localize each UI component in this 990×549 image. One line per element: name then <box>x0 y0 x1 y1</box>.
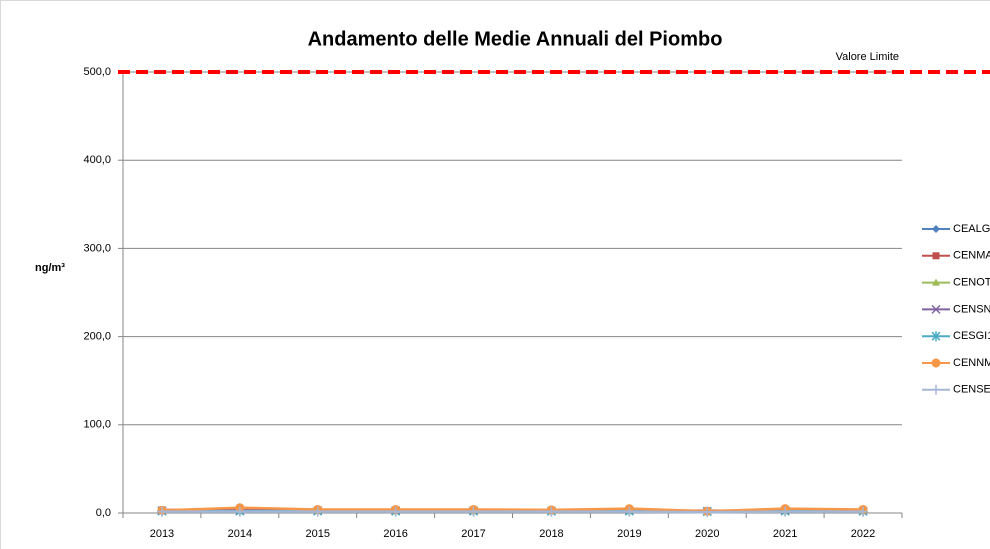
marker <box>702 507 713 518</box>
x-tick-label: 2018 <box>539 528 563 540</box>
y-axis-label: ng/m³ <box>35 262 65 274</box>
marker <box>780 506 791 517</box>
marker <box>234 506 245 517</box>
legend-label: CENMA <box>953 250 990 262</box>
x-tick-label: 2019 <box>617 528 641 540</box>
legend-label: CENSE <box>953 384 990 396</box>
y-tick-label: 300,0 <box>83 242 111 254</box>
x-tick-label: 2021 <box>773 528 797 540</box>
marker <box>931 331 941 342</box>
y-tick-label: 200,0 <box>83 331 111 343</box>
chart-title: Andamento delle Medie Annuali del Piombo <box>308 28 723 50</box>
x-tick-label: 2016 <box>383 528 407 540</box>
marker <box>932 252 940 260</box>
marker <box>312 506 323 517</box>
marker <box>931 384 941 395</box>
legend-label: CESGI1 <box>953 330 990 342</box>
legend-label: CENSN <box>953 303 990 315</box>
marker <box>931 304 941 314</box>
marker <box>156 506 167 517</box>
series <box>156 506 869 518</box>
marker <box>468 506 479 517</box>
y-tick-label: 0,0 <box>96 507 111 519</box>
marker <box>932 278 940 286</box>
marker <box>390 506 401 517</box>
marker <box>624 506 635 517</box>
x-tick-label: 2014 <box>228 528 252 540</box>
x-tick-label: 2015 <box>306 528 330 540</box>
reference-label: Valore Limite <box>836 51 899 63</box>
marker <box>931 358 941 368</box>
marker <box>858 506 869 517</box>
y-tick-label: 500,0 <box>83 66 111 78</box>
series-line <box>161 506 864 513</box>
y-tick-label: 400,0 <box>83 154 111 166</box>
legend-label: CENOT <box>953 277 990 289</box>
y-tick-label: 100,0 <box>83 419 111 431</box>
x-tick-label: 2020 <box>695 528 719 540</box>
legend-label: CENNM <box>953 357 990 369</box>
marker <box>546 506 557 517</box>
x-tick-label: 2022 <box>851 528 875 540</box>
x-tick-label: 2013 <box>150 528 174 540</box>
legend-label: CEALG <box>953 223 990 235</box>
x-tick-label: 2017 <box>461 528 485 540</box>
marker <box>932 225 940 233</box>
